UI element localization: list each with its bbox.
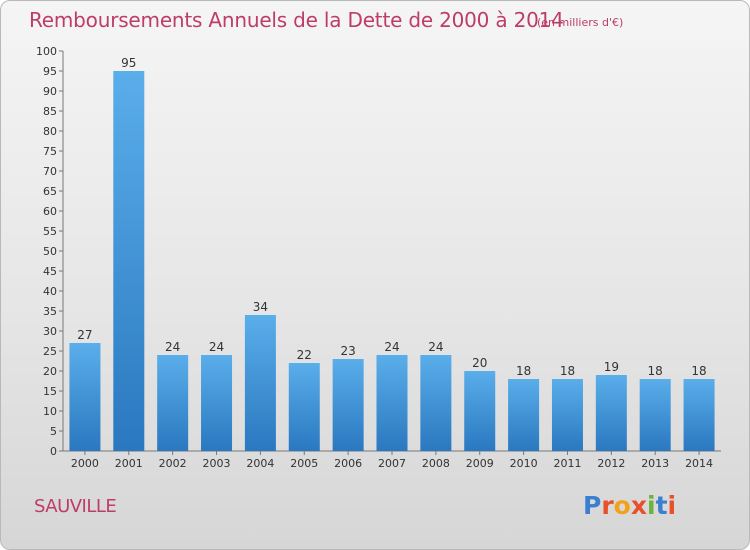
bar xyxy=(201,355,233,451)
y-tick-label: 45 xyxy=(43,265,57,278)
data-label: 95 xyxy=(121,56,136,70)
data-label: 34 xyxy=(253,300,268,314)
y-tick-label: 60 xyxy=(43,205,57,218)
y-tick-label: 75 xyxy=(43,145,57,158)
data-label: 23 xyxy=(340,344,355,358)
x-tick-label: 2009 xyxy=(466,457,494,470)
y-tick-label: 20 xyxy=(43,365,57,378)
bar xyxy=(157,355,189,451)
bar xyxy=(639,379,671,451)
bar xyxy=(683,379,715,451)
x-tick-label: 2008 xyxy=(422,457,450,470)
chart-unit: (en milliers d'€) xyxy=(537,16,624,29)
data-labels: 27 95 24 24 34 22 23 24 24 20 18 18 19 18 18 xyxy=(77,56,706,378)
logo-letter: P xyxy=(583,491,602,520)
y-tick-label: 0 xyxy=(50,445,57,458)
bar xyxy=(244,315,276,451)
data-label: 24 xyxy=(428,340,443,354)
y-tick-label: 55 xyxy=(43,225,57,238)
data-label: 20 xyxy=(472,356,487,370)
logo-letter: i xyxy=(667,491,677,520)
y-tick-label: 50 xyxy=(43,245,57,258)
y-tick-label: 90 xyxy=(43,85,57,98)
y-tick-label: 100 xyxy=(36,45,57,58)
y-tick-label: 15 xyxy=(43,385,57,398)
logo-letter: t xyxy=(655,491,668,520)
x-tick-label: 2004 xyxy=(246,457,274,470)
x-tick-label: 2005 xyxy=(290,457,318,470)
y-tick-label: 95 xyxy=(43,65,57,78)
data-label: 24 xyxy=(165,340,180,354)
bar xyxy=(376,355,408,451)
bar xyxy=(508,379,540,451)
x-tick-label: 2010 xyxy=(510,457,538,470)
x-tick-label: 2014 xyxy=(685,457,713,470)
bar xyxy=(420,355,452,451)
x-tick-label: 2011 xyxy=(553,457,581,470)
chart-title: Remboursements Annuels de la Dette de 20… xyxy=(29,8,564,32)
x-tick-label: 2006 xyxy=(334,457,362,470)
data-label: 24 xyxy=(384,340,399,354)
bar xyxy=(332,359,364,451)
y-tick-label: 5 xyxy=(50,425,57,438)
bar xyxy=(69,343,101,451)
bar xyxy=(464,371,496,451)
data-label: 18 xyxy=(648,364,663,378)
y-tick-label: 35 xyxy=(43,305,57,318)
logo-letter: x xyxy=(630,491,647,520)
bar xyxy=(113,71,145,451)
data-label: 18 xyxy=(560,364,575,378)
bar xyxy=(551,379,583,451)
bar xyxy=(595,375,627,451)
x-tick-label: 2012 xyxy=(597,457,625,470)
proxiti-logo: Proxiti xyxy=(583,491,676,520)
x-tick-label: 2003 xyxy=(203,457,231,470)
logo-letter: o xyxy=(613,491,631,520)
bars xyxy=(69,71,715,451)
y-axis: 0 5 10 15 20 25 30 35 40 45 50 55 60 65 70 75 80 85 90 95 10… xyxy=(36,45,64,458)
y-tick-label: 70 xyxy=(43,165,57,178)
data-label: 27 xyxy=(77,328,92,342)
y-tick-label: 10 xyxy=(43,405,57,418)
y-tick-label: 30 xyxy=(43,325,57,338)
logo-letter: i xyxy=(647,491,656,520)
logo-letter: r xyxy=(601,491,614,520)
commune-name: SAUVILLE xyxy=(34,496,117,517)
data-label: 18 xyxy=(516,364,531,378)
data-label: 22 xyxy=(297,348,312,362)
x-tick-label: 2001 xyxy=(115,457,143,470)
x-tick-label: 2000 xyxy=(71,457,99,470)
x-axis: 2000 2001 2002 2003 2004 2005 2006 2007 2008 2009… xyxy=(63,450,721,470)
bar xyxy=(288,363,320,451)
data-label: 18 xyxy=(691,364,706,378)
data-label: 24 xyxy=(209,340,224,354)
x-tick-label: 2002 xyxy=(159,457,187,470)
y-tick-label: 65 xyxy=(43,185,57,198)
x-tick-label: 2013 xyxy=(641,457,669,470)
data-label: 19 xyxy=(604,360,619,374)
y-tick-label: 25 xyxy=(43,345,57,358)
y-tick-label: 40 xyxy=(43,285,57,298)
x-tick-label: 2007 xyxy=(378,457,406,470)
y-tick-label: 85 xyxy=(43,105,57,118)
y-tick-label: 80 xyxy=(43,125,57,138)
